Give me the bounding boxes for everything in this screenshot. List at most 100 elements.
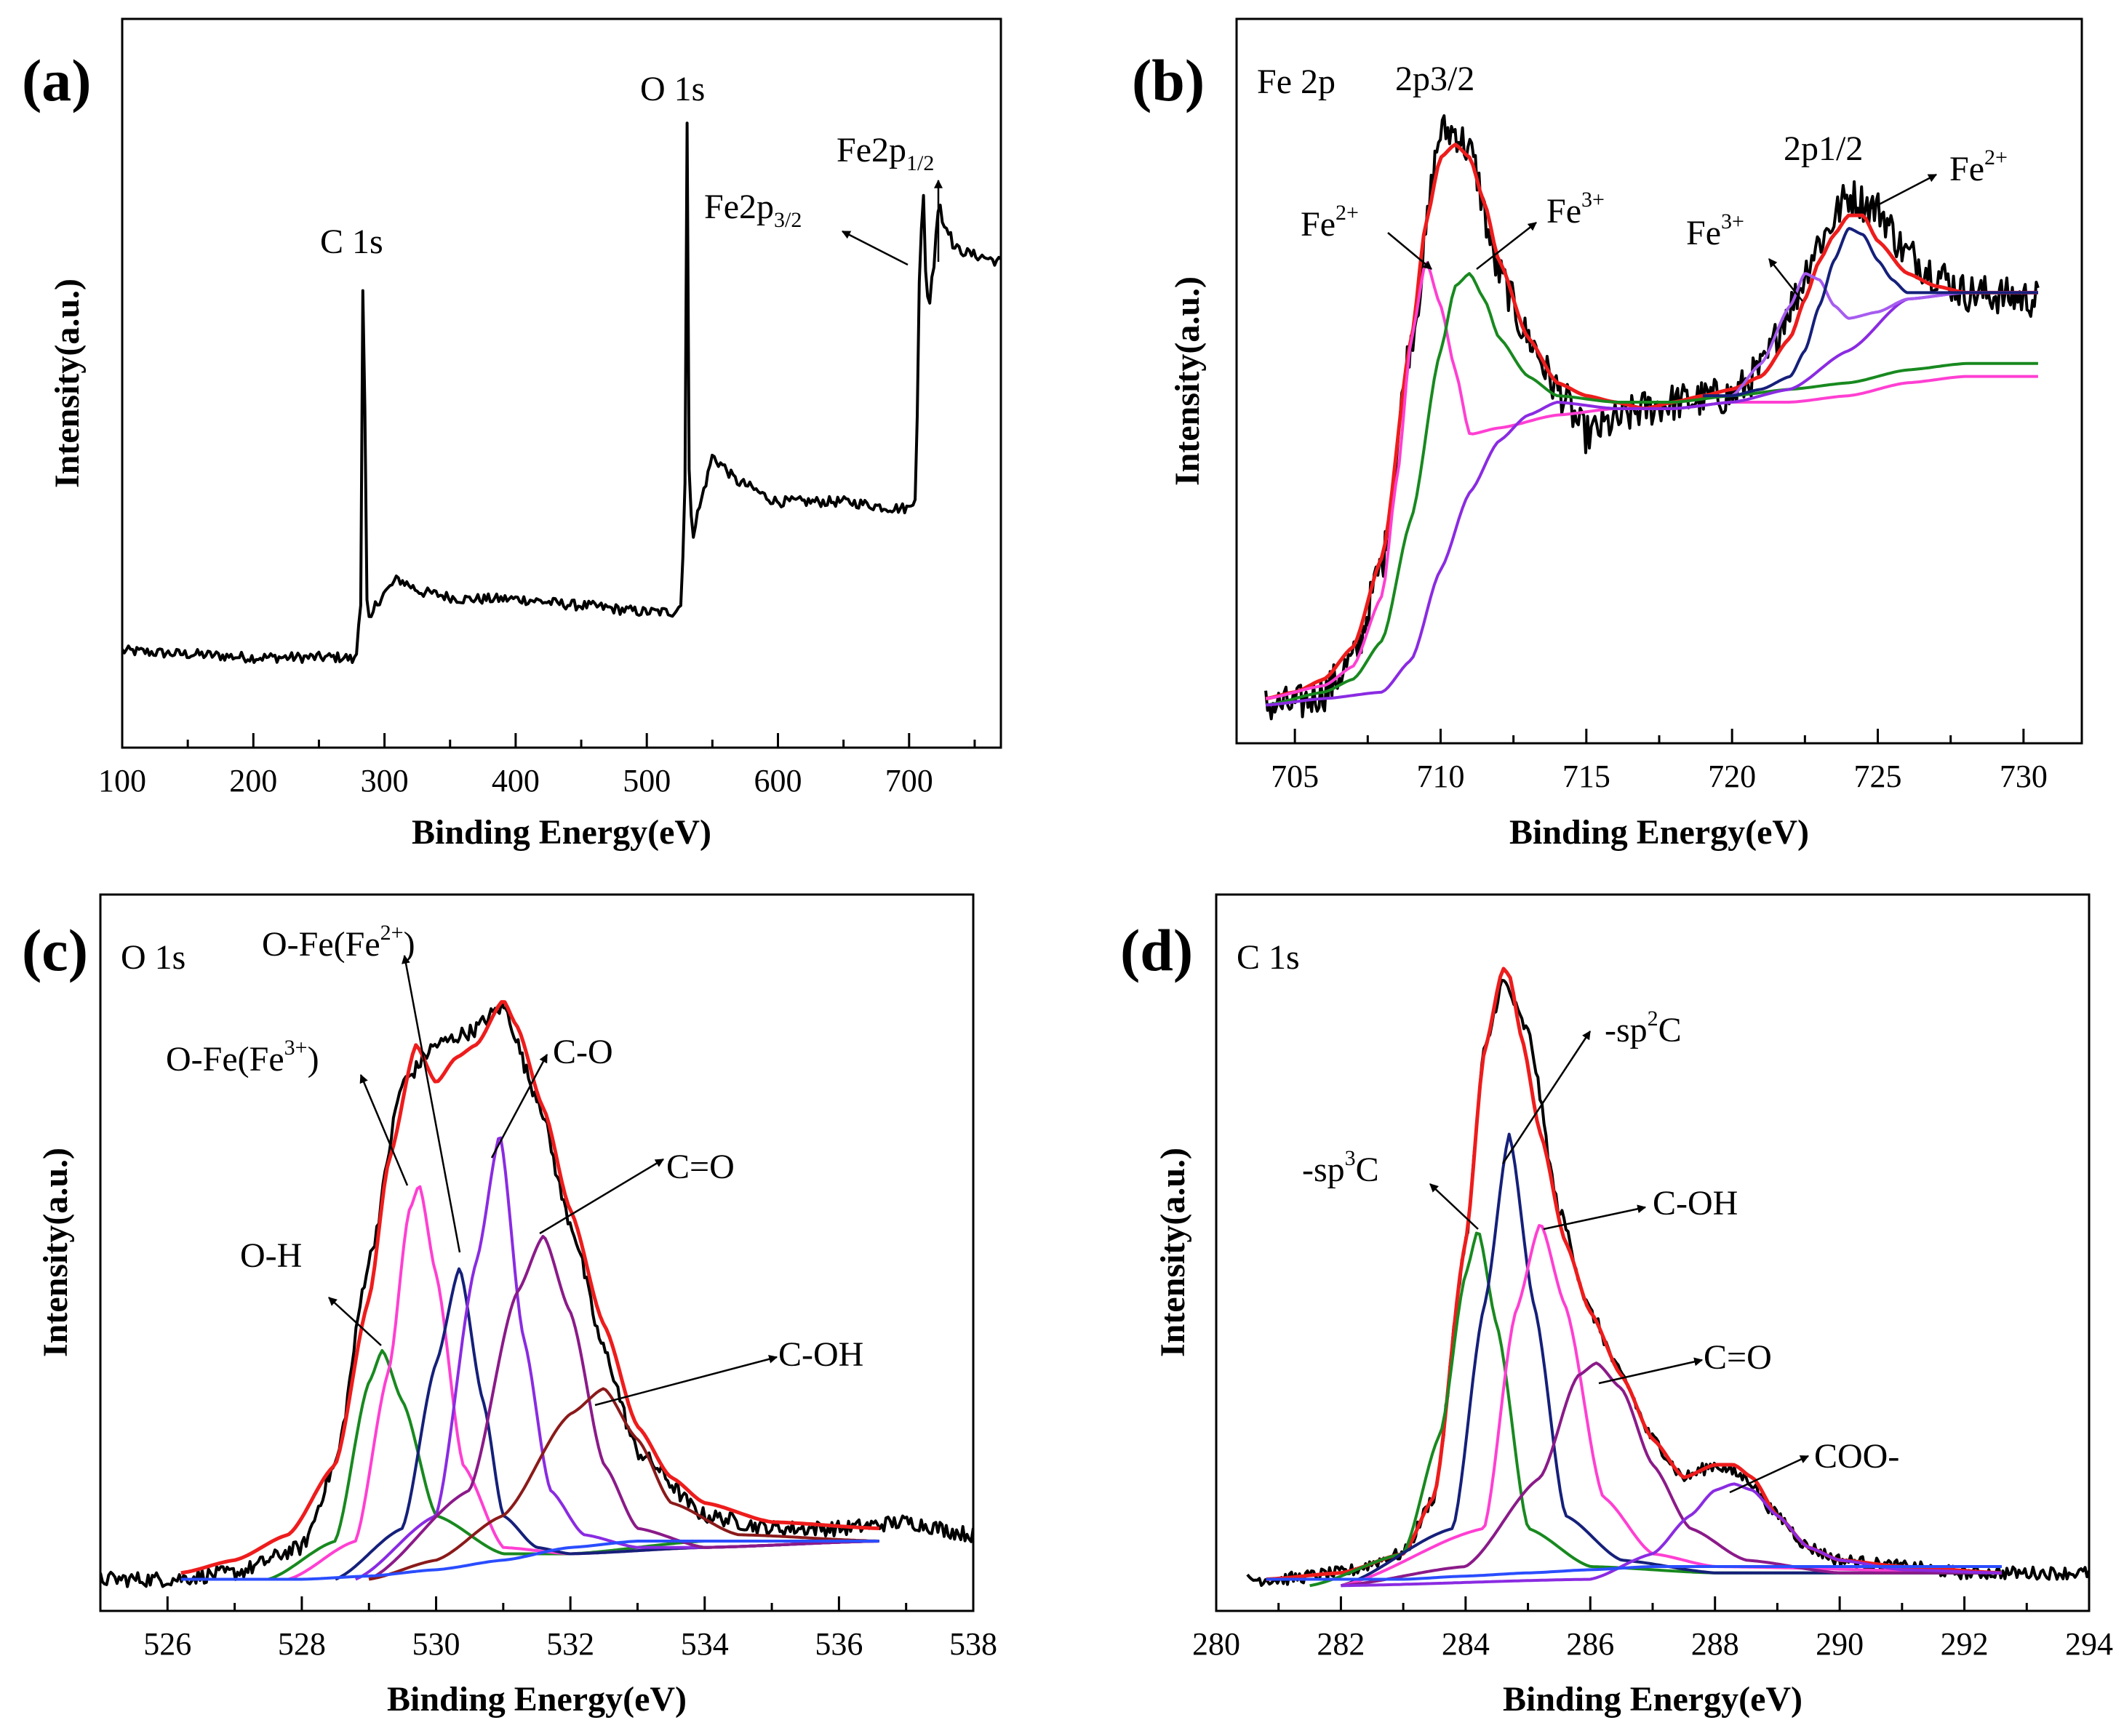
annotation-label: 2p3/2	[1395, 60, 1474, 98]
series-c-o	[1341, 1361, 2002, 1588]
x-tick-label: 284	[1442, 1626, 1490, 1662]
x-tick-label: 725	[1854, 759, 1902, 794]
annotation-label: C-O	[553, 1033, 613, 1071]
annotation-arrow	[1768, 258, 1803, 302]
annotation-label: Fe3+	[1546, 188, 1605, 231]
annotation-label: C-OH	[778, 1335, 863, 1374]
annotation-label-superscript: 2+	[1336, 201, 1359, 225]
annotation-arrow	[1543, 1204, 1647, 1231]
annotation-label-text: C-OH	[1653, 1184, 1738, 1223]
x-tick-label: 534	[681, 1626, 729, 1662]
series-fe2-2p1-2-	[1703, 227, 2038, 398]
annotation-label-superscript: 3+	[284, 1036, 308, 1060]
annotation-arrow	[1476, 222, 1537, 270]
panel-label: (c)	[22, 917, 88, 983]
annotation-label-superscript: 2+	[380, 921, 404, 945]
annotation-label-text: O-Fe(Fe	[166, 1040, 284, 1079]
series-raw	[100, 1000, 973, 1588]
chart-title: O 1s	[121, 938, 185, 977]
annotation-label: C 1s	[320, 223, 383, 261]
annotation-label: O-Fe(Fe3+)	[166, 1036, 319, 1079]
annotation-label-tail: C	[1356, 1151, 1379, 1189]
series-group	[1246, 967, 2089, 1588]
series-envelope	[1266, 967, 2003, 1581]
annotation-arrow	[1598, 1357, 1704, 1385]
annotation-arrow	[1866, 173, 1938, 212]
annotation-label-text: O-Fe(Fe	[262, 925, 380, 964]
annotation-label-text: Fe	[1949, 150, 1984, 188]
annotation-label: -sp3C	[1302, 1146, 1379, 1189]
series-envelope	[180, 1000, 879, 1575]
x-tick-label: 500	[623, 763, 671, 799]
annotation-label: C=O	[666, 1148, 735, 1186]
annotation-label-text: C-OH	[778, 1335, 863, 1374]
panel-label: (b)	[1132, 47, 1205, 113]
annotation-label-text: C-O	[553, 1033, 613, 1071]
annotation-label-text: 2p3/2	[1395, 60, 1474, 98]
annotation-label: COO-	[1814, 1437, 1899, 1476]
x-tick-label: 710	[1416, 759, 1464, 794]
y-axis-label: Intensity(a.u.)	[36, 1148, 75, 1357]
panel-label: (d)	[1120, 917, 1193, 983]
x-tick-label: 294	[2065, 1626, 2113, 1662]
annotation-label-text: 2p1/2	[1784, 129, 1863, 168]
annotation-arrow	[402, 954, 461, 1253]
x-tick-label: 705	[1271, 759, 1319, 794]
x-tick-label: 528	[278, 1626, 326, 1662]
annotation-label-text: -sp	[1302, 1151, 1345, 1189]
annotation-label-tail: )	[404, 925, 415, 964]
series-group	[1264, 114, 2040, 721]
annotation-arrow	[328, 1297, 382, 1346]
annotation-label-text: COO-	[1814, 1437, 1899, 1476]
series-c-oh	[368, 1387, 879, 1581]
series-group	[100, 1000, 973, 1588]
annotation-label: Fe2+	[1949, 145, 2008, 188]
series-group	[122, 121, 1001, 664]
annotation-arrow	[594, 1354, 778, 1407]
plot-frame	[99, 893, 975, 1612]
plot-frame	[121, 17, 1002, 749]
x-tick-label: 300	[361, 763, 409, 799]
x-tick-label: 538	[949, 1626, 997, 1662]
x-tick-label: 400	[492, 763, 540, 799]
annotation-label-text: Fe2p	[837, 131, 906, 169]
annotation-label-text: Fe	[1546, 192, 1581, 231]
series-background	[1265, 291, 2038, 707]
annotation-label-text: O 1s	[640, 70, 705, 108]
x-tick-label: 526	[143, 1626, 191, 1662]
annotation-arrow	[1729, 1455, 1810, 1494]
annotation-arrow	[1387, 232, 1432, 270]
annotation-label: O 1s	[640, 70, 705, 108]
annotation-label-text: Fe	[1301, 205, 1336, 244]
annotation-label: Fe3+	[1686, 209, 1744, 252]
series-survey	[122, 121, 1001, 664]
y-axis-label: Intensity(a.u.)	[48, 279, 87, 488]
x-tick-label: 730	[2000, 759, 2048, 794]
chart-title: Fe 2p	[1257, 63, 1336, 101]
x-axis-label: Binding Energy(eV)	[387, 1680, 687, 1719]
panel-2: (c) 526 528 530 532 534 536 538 Binding Energy(e…	[22, 893, 997, 1719]
x-tick-label: 600	[754, 763, 802, 799]
annotation-arrow	[359, 1073, 409, 1186]
series-coo-	[1341, 1482, 2003, 1588]
annotation-arrow	[1501, 1030, 1592, 1164]
x-tick-label: 715	[1562, 759, 1610, 794]
annotation-label: Fe2p1/2	[837, 131, 934, 175]
series-c-o	[368, 1235, 879, 1581]
x-axis-label: Binding Energy(eV)	[1503, 1680, 1802, 1719]
chart-title: C 1s	[1237, 938, 1300, 977]
panel-0: (a) 100 200 300 400 500 600 700 Binding Energy(e…	[22, 17, 1002, 852]
x-tick-label: 290	[1816, 1626, 1864, 1662]
x-tick-label: 280	[1192, 1626, 1240, 1662]
x-tick-label: 532	[546, 1626, 594, 1662]
annotation-arrow	[490, 1053, 548, 1159]
y-axis-label: Intensity(a.u.)	[1154, 1148, 1192, 1357]
x-tick-label: 100	[98, 763, 146, 799]
x-tick-label: 282	[1317, 1626, 1365, 1662]
panel-label: (a)	[22, 47, 92, 113]
x-axis-label: Binding Energy(eV)	[1509, 813, 1809, 852]
x-axis-label: Binding Energy(eV)	[412, 813, 711, 852]
annotation-label-text: C 1s	[320, 223, 383, 261]
x-tick-label: 530	[412, 1626, 460, 1662]
annotation-label-superscript: 3	[1345, 1146, 1356, 1170]
